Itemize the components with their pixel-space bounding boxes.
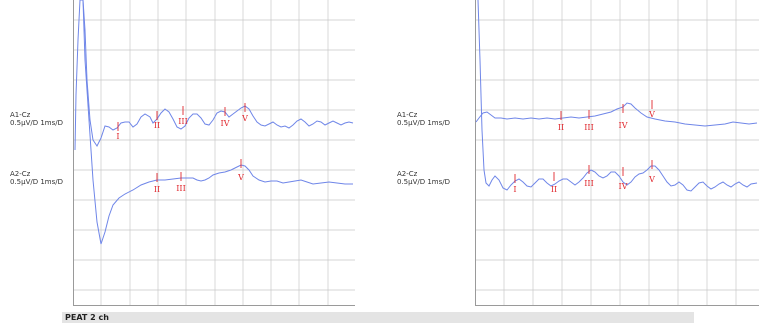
peak-markers-a1: II III IVV [558,100,655,132]
peak-marker-label: V [648,175,655,184]
grid [475,0,759,306]
peak-marker-label: II [551,185,557,194]
peak-marker-label: III [178,117,187,126]
peak-marker-label: V [241,114,248,123]
grid [73,0,355,306]
protocol-title: PEAT 2 ch [65,313,109,322]
channel-label-a2: A2-Cz 0.5µV/D 1ms/D [397,170,450,186]
footer-title-bar: PEAT 2 ch [62,312,694,323]
channel-name: A2-Cz [397,170,418,178]
channel-name: A1-Cz [397,111,418,119]
peak-marker-label: III [584,123,593,132]
channel-label-a1: A1-Cz 0.5µV/D 1ms/D [10,111,63,127]
channel-scale: 0.5µV/D 1ms/D [10,119,64,127]
peak-marker-label: IV [619,121,628,130]
peak-marker-label: III [176,184,185,193]
peak-marker-label: II [154,121,160,130]
trace-a2-cz [477,0,758,192]
waveform-plot-left[interactable]: I II III IV V II III V [73,0,355,310]
waveform-plot-right[interactable]: II III IV V I II III IV V [475,0,759,310]
peak-marker-label: V [237,173,244,182]
peak-markers-a1: III III IVV [116,103,248,141]
channel-label-a1: A1-Cz 0.5µV/D 1ms/D [397,111,450,127]
channel-scale: 0.5µV/D 1ms/D [10,178,64,186]
peak-marker-label: IV [619,182,628,191]
peak-marker-label: IV [221,119,230,128]
trace-a2-cz [82,0,353,245]
channel-scale: 0.5µV/D 1ms/D [397,119,451,127]
peak-marker-label: II [558,123,564,132]
trace-a1-cz [475,102,758,127]
peak-marker-label: I [513,185,516,194]
peak-marker-label: V [648,110,655,119]
channel-name: A2-Cz [10,170,31,178]
trace-a1-cz [74,0,354,151]
peak-marker-label: II [154,185,160,194]
peak-marker-label: III [584,179,593,188]
channel-label-a2: A2-Cz 0.5µV/D 1ms/D [10,170,63,186]
peak-marker-label: I [116,132,119,141]
channel-scale: 0.5µV/D 1ms/D [397,178,451,186]
channel-name: A1-Cz [10,111,31,119]
